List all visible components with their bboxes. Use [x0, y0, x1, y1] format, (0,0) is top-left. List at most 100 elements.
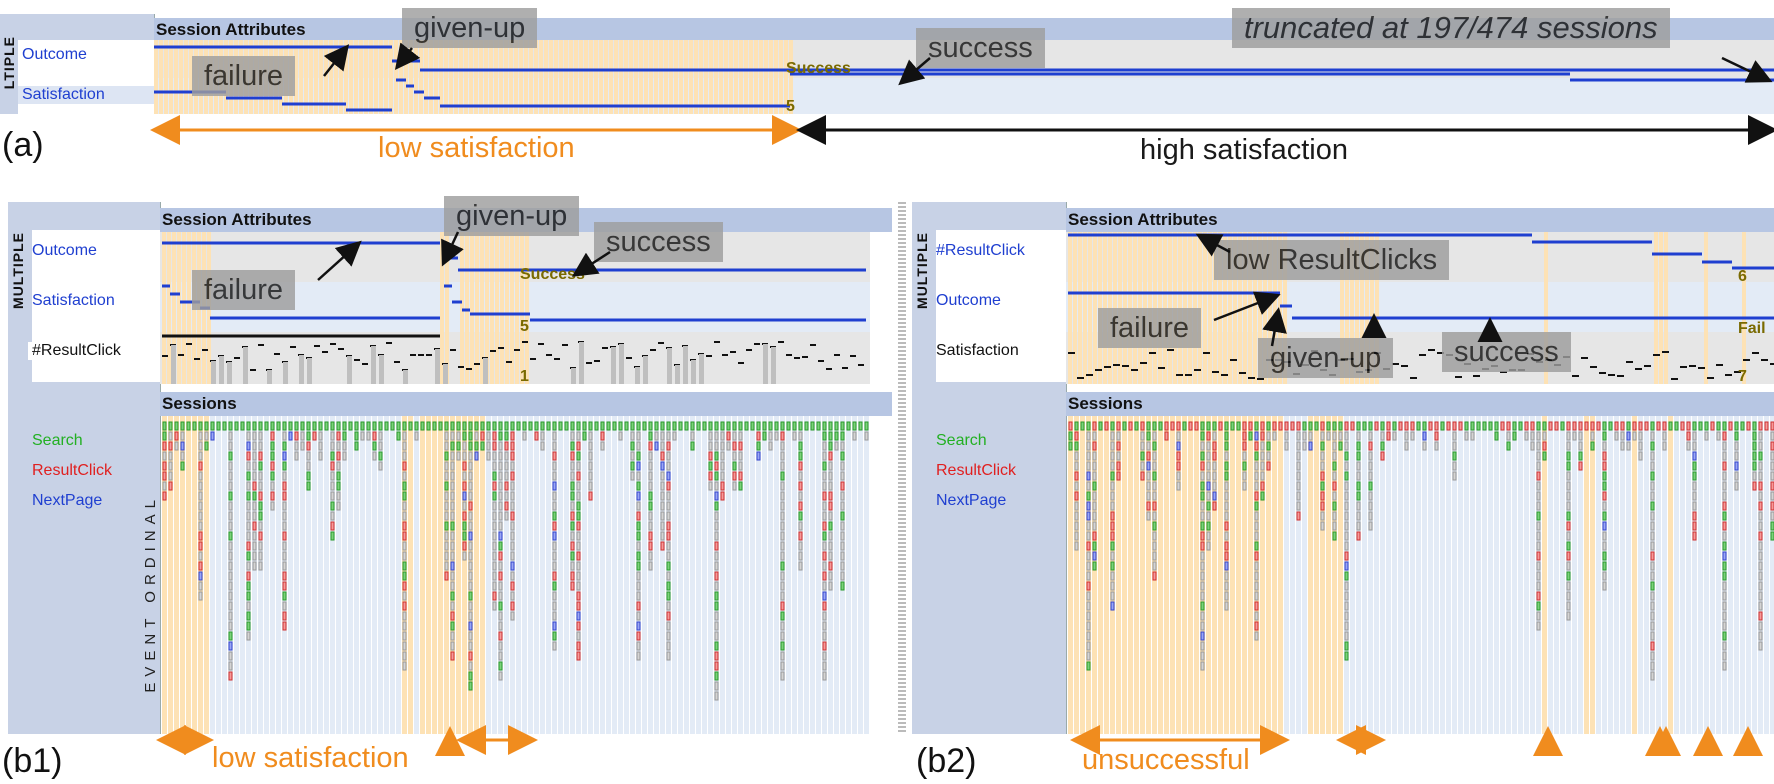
- event-cell: [330, 481, 335, 491]
- event-cell: [1692, 441, 1697, 451]
- session-column: [330, 416, 335, 734]
- event-cell: [666, 511, 671, 521]
- panel-a-highlight-stripe: [489, 40, 493, 114]
- panel-a-highlight-stripe: [689, 40, 693, 114]
- panel-a-highlight-stripe: [164, 40, 168, 114]
- panel-a-highlight-stripe: [464, 40, 468, 114]
- event-cell: [1302, 431, 1307, 441]
- event-cell: [1224, 581, 1229, 591]
- event-cell: [1242, 471, 1247, 481]
- panel-a-highlight-stripe: [719, 40, 723, 114]
- event-cell: [246, 431, 251, 441]
- session-column: [312, 416, 317, 734]
- event-cell: [1320, 511, 1325, 521]
- panel-a-highlight-stripe: [744, 40, 748, 114]
- event-cell: [1146, 481, 1151, 491]
- event-cell: [1110, 441, 1115, 451]
- event-cell: [714, 691, 719, 701]
- event-cell: [1320, 521, 1325, 531]
- event-cell: [666, 521, 671, 531]
- panel-b2-event-search-label: Search: [936, 432, 987, 449]
- event-cell: [450, 581, 455, 591]
- event-cell: [1464, 421, 1469, 431]
- event-cell: [1344, 431, 1349, 441]
- event-cell: [552, 611, 557, 621]
- event-cell: [1692, 531, 1697, 541]
- event-cell: [372, 421, 377, 431]
- event-cell: [666, 471, 671, 481]
- session-column: [324, 416, 329, 734]
- event-cell: [294, 441, 299, 451]
- event-cell: [1602, 541, 1607, 551]
- event-cell: [1086, 571, 1091, 581]
- event-cell: [1146, 421, 1151, 431]
- event-cell: [162, 461, 167, 471]
- event-cell: [1758, 551, 1763, 561]
- session-column: [1350, 416, 1355, 734]
- event-cell: [246, 631, 251, 641]
- session-column: [1590, 416, 1595, 734]
- event-cell: [1146, 431, 1151, 441]
- event-cell: [822, 531, 827, 541]
- event-cell: [450, 501, 455, 511]
- event-cell: [1224, 511, 1229, 521]
- event-cell: [1758, 431, 1763, 441]
- panel-b1-resultclick-bar: [579, 342, 584, 384]
- event-cell: [330, 491, 335, 501]
- event-cell: [1452, 461, 1457, 471]
- panel-a-highlight-stripe: [319, 40, 323, 114]
- event-cell: [1512, 431, 1517, 441]
- event-cell: [510, 551, 515, 561]
- event-cell: [576, 561, 581, 571]
- event-cell: [498, 521, 503, 531]
- event-cell: [1734, 451, 1739, 461]
- event-cell: [1086, 501, 1091, 511]
- event-cell: [1650, 511, 1655, 521]
- event-cell: [1650, 541, 1655, 551]
- event-cell: [648, 511, 653, 521]
- event-cell: [636, 421, 641, 431]
- event-cell: [1254, 631, 1259, 641]
- event-cell: [630, 451, 635, 461]
- event-cell: [1092, 521, 1097, 531]
- session-column: [1260, 416, 1265, 734]
- event-cell: [468, 531, 473, 541]
- session-column: [1446, 416, 1451, 734]
- event-cell: [168, 461, 173, 471]
- event-cell: [1422, 441, 1427, 451]
- event-cell: [1722, 451, 1727, 461]
- event-cell: [714, 541, 719, 551]
- event-cell: [1542, 431, 1547, 441]
- event-cell: [1386, 431, 1391, 441]
- event-cell: [498, 541, 503, 551]
- event-cell: [780, 461, 785, 471]
- panel-b2-attr-highlight: [1350, 232, 1354, 384]
- event-cell: [1566, 561, 1571, 571]
- event-cell: [780, 501, 785, 511]
- panel-b1-resultclick-bar: [267, 370, 272, 384]
- session-column: [342, 416, 347, 734]
- event-cell: [756, 451, 761, 461]
- event-cell: [342, 451, 347, 461]
- event-cell: [1320, 461, 1325, 471]
- event-cell: [1344, 511, 1349, 521]
- event-cell: [1650, 601, 1655, 611]
- panel-b1-attr-highlight: [440, 232, 444, 384]
- event-cell: [726, 431, 731, 441]
- event-cell: [198, 421, 203, 431]
- event-cell: [246, 521, 251, 531]
- session-column: [186, 416, 191, 734]
- event-cell: [1344, 451, 1349, 461]
- event-cell: [780, 621, 785, 631]
- event-cell: [1200, 631, 1205, 641]
- panel-a-highlight-stripe: [499, 40, 503, 114]
- event-cell: [1092, 561, 1097, 571]
- event-cell: [498, 491, 503, 501]
- event-cell: [738, 461, 743, 471]
- event-cell: [318, 431, 323, 441]
- event-cell: [1722, 561, 1727, 571]
- session-column: [456, 416, 461, 734]
- event-cell: [1506, 441, 1511, 451]
- event-cell: [738, 481, 743, 491]
- event-cell: [822, 471, 827, 481]
